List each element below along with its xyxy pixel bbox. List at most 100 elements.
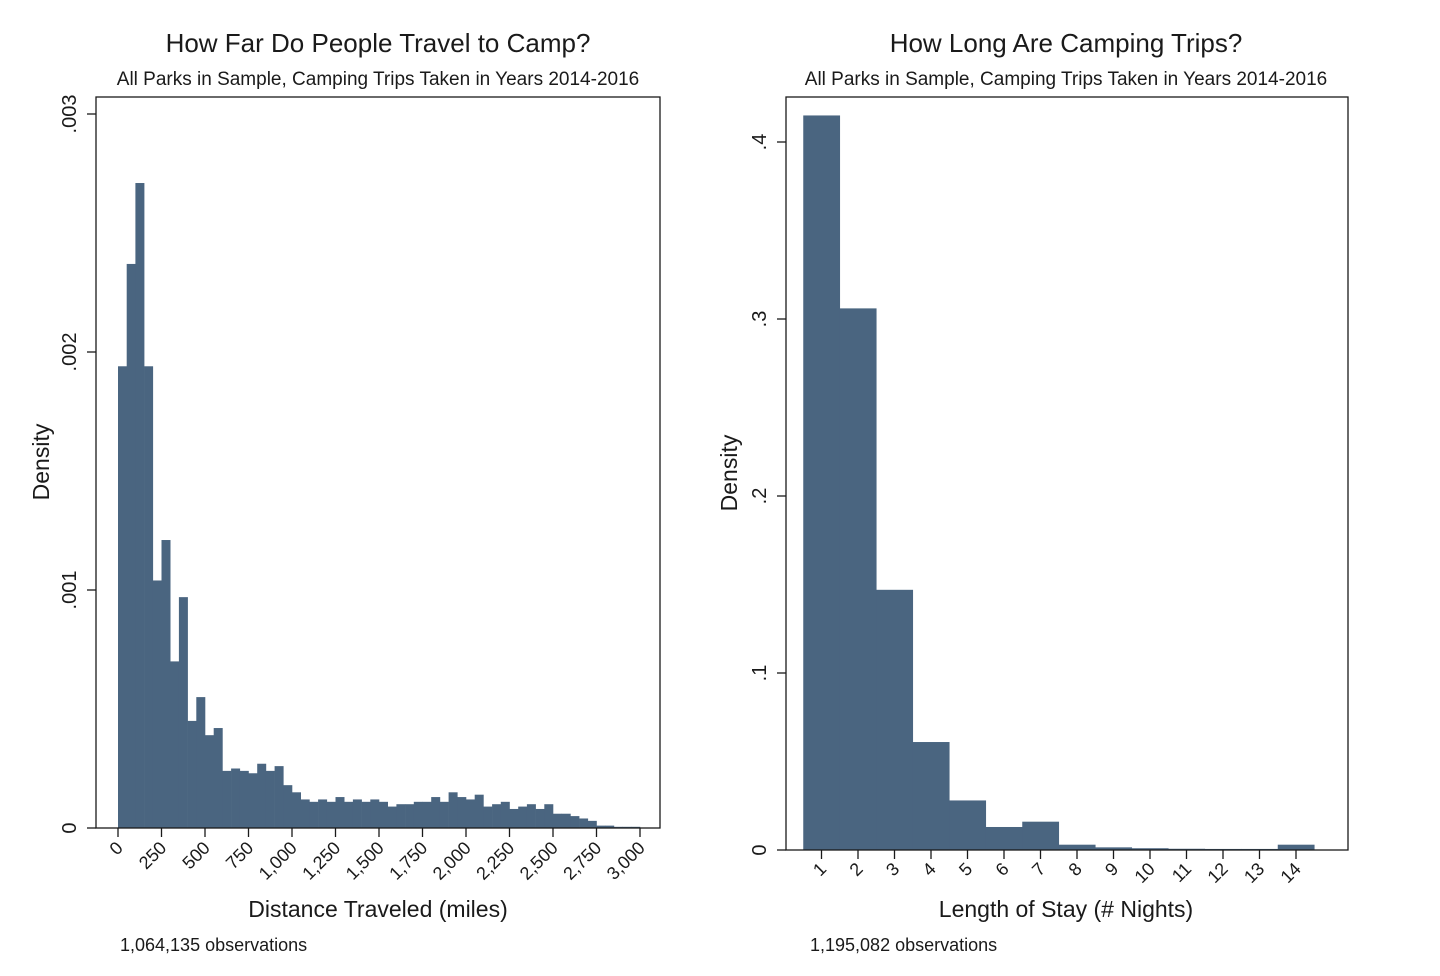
histogram-bar — [570, 816, 580, 828]
distance-histogram: How Far Do People Travel to Camp? All Pa… — [28, 28, 661, 955]
histogram-bar — [187, 720, 197, 828]
histogram-bar — [448, 792, 458, 828]
x-tick-label: 2,750 — [559, 838, 605, 884]
histogram-bar — [876, 589, 914, 850]
bars — [803, 115, 1315, 850]
histogram-bar — [474, 794, 484, 828]
y-tick-label: .001 — [59, 571, 81, 610]
histogram-bar — [431, 797, 441, 828]
y-axis-label: Density — [720, 434, 742, 511]
histogram-bar — [335, 797, 345, 828]
histogram-bar — [326, 801, 336, 828]
histogram-bar — [361, 801, 371, 828]
histogram-bar — [118, 366, 127, 828]
histogram-bar — [1058, 844, 1096, 850]
histogram-bar — [839, 308, 877, 850]
histogram-bar — [213, 728, 223, 828]
plot-frame — [95, 96, 661, 829]
histogram-bar — [457, 797, 467, 828]
histogram-bar — [492, 804, 502, 828]
histogram-bar — [309, 801, 319, 828]
histogram-bar — [1131, 848, 1169, 850]
histogram-bar — [196, 697, 206, 828]
histogram-bar — [300, 799, 310, 828]
distance-chart-panel: How Far Do People Travel to Camp? All Pa… — [28, 28, 661, 955]
histogram-bar — [413, 801, 423, 828]
x-tick-label: 2,250 — [472, 838, 518, 884]
histogram-bar — [257, 763, 267, 828]
histogram-bar — [1277, 844, 1315, 850]
histogram-bar — [222, 770, 232, 828]
y-tick-label: 0 — [749, 844, 771, 855]
x-tick-label: 1,500 — [342, 838, 388, 884]
histogram-bar — [239, 770, 249, 828]
y-tick-label: .002 — [59, 333, 81, 372]
y-axis: 0 .1 .2 .3 .4 — [749, 134, 786, 856]
histogram-bar — [422, 801, 432, 828]
histogram-bar — [126, 263, 136, 828]
x-tick-label: 11 — [1168, 859, 1195, 886]
x-tick-label: 1,000 — [255, 838, 301, 884]
histogram-bar — [161, 540, 171, 828]
histogram-bar — [231, 768, 241, 828]
x-tick-label: 3,000 — [603, 838, 649, 884]
x-tick-label: 4 — [919, 859, 940, 880]
histogram-bar — [596, 825, 606, 828]
x-tick-label: 9 — [1101, 859, 1122, 880]
histogram-bar — [526, 804, 536, 828]
x-tick-label: 1 — [809, 859, 830, 880]
histogram-bar — [518, 806, 528, 828]
histogram-bar — [152, 580, 162, 828]
x-tick-label: 1,750 — [385, 838, 431, 884]
observations-note: 1,195,082 observations — [810, 935, 997, 955]
x-tick-label: 2,000 — [429, 838, 475, 884]
x-tick-label: 14 — [1277, 859, 1305, 887]
x-axis-label: Distance Traveled (miles) — [248, 896, 507, 922]
histogram-bar — [144, 366, 154, 828]
x-tick-label: 250 — [135, 838, 170, 873]
observations-note: 1,064,135 observations — [120, 935, 307, 955]
histogram-bar — [265, 770, 275, 828]
chart-title: How Long Are Camping Trips? — [890, 28, 1243, 58]
chart-subtitle: All Parks in Sample, Camping Trips Taken… — [805, 69, 1327, 90]
histogram-bar — [579, 818, 589, 828]
histogram-bar — [170, 661, 180, 828]
stay-length-chart-panel: How Long Are Camping Trips? All Parks in… — [720, 0, 1440, 976]
histogram-bar — [405, 804, 415, 828]
histogram-bar — [135, 183, 145, 828]
x-tick-label: 7 — [1028, 859, 1049, 880]
y-tick-label: .003 — [59, 95, 81, 134]
histogram-bar — [352, 799, 362, 828]
histogram-bar — [605, 825, 615, 828]
histogram-bar — [561, 813, 571, 828]
plot-frame — [785, 96, 1349, 851]
histogram-bar — [553, 813, 562, 828]
y-tick-label: 0 — [59, 822, 81, 833]
histogram-bar — [483, 806, 493, 828]
bars — [118, 183, 641, 828]
x-tick-label: 10 — [1131, 859, 1159, 887]
x-axis: 1 2 3 4 5 6 7 8 9 10 11 12 13 14 — [809, 850, 1305, 887]
y-tick-label: .4 — [749, 134, 771, 151]
histogram-bar — [544, 804, 554, 828]
histogram-bar — [318, 799, 328, 828]
y-tick-label: .2 — [749, 488, 771, 505]
histogram-bar — [466, 799, 475, 828]
histogram-bar — [912, 742, 950, 850]
x-tick-label: 13 — [1240, 859, 1268, 887]
histogram-bar — [535, 808, 545, 828]
histogram-bar — [370, 799, 380, 828]
histogram-bar — [1022, 821, 1060, 850]
chart-title: How Far Do People Travel to Camp? — [166, 28, 591, 58]
y-tick-label: .1 — [749, 665, 771, 682]
x-tick-label: 1,250 — [298, 838, 344, 884]
histogram-bar — [396, 804, 406, 828]
histogram-bar — [344, 801, 354, 828]
histogram-bar — [274, 766, 284, 828]
histogram-bar — [500, 801, 510, 828]
histogram-bar — [178, 597, 188, 828]
x-tick-label: 8 — [1065, 859, 1086, 880]
x-tick-label: 500 — [178, 838, 213, 873]
histogram-bar — [985, 826, 1023, 850]
x-axis: 0 250 500 7501,0001,2501,5001,7502,0002,250… — [106, 828, 649, 884]
